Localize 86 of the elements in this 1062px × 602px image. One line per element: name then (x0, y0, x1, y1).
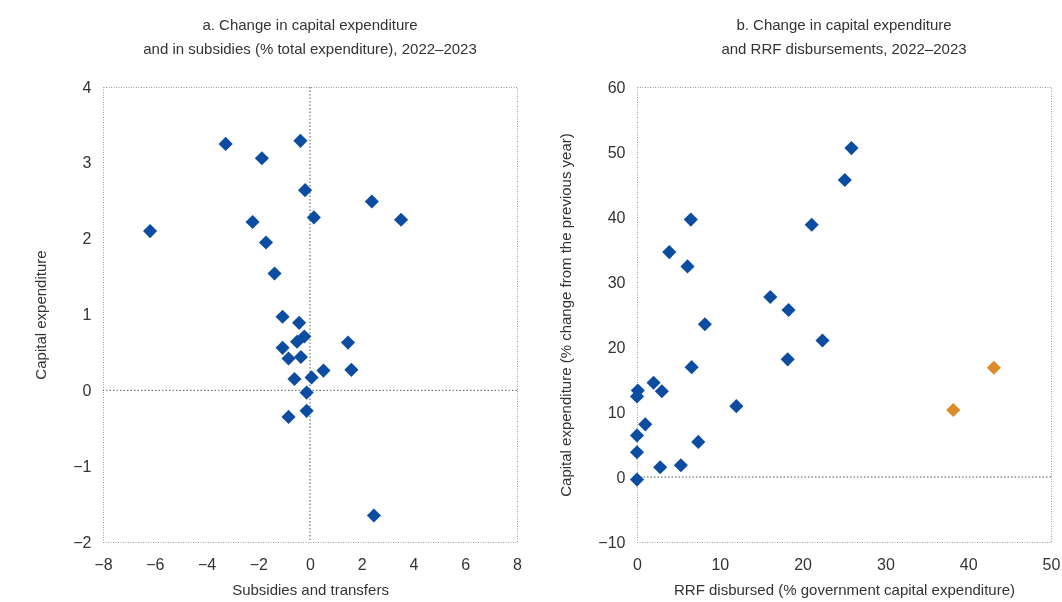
point (837, 172, 852, 188)
point (394, 212, 409, 227)
point (143, 224, 158, 239)
point (245, 214, 260, 230)
point (729, 399, 744, 414)
y-tick-label: 0 (616, 468, 626, 486)
point (684, 360, 699, 375)
point (366, 508, 381, 523)
x-tick-label: 30 (877, 555, 895, 573)
y-tick-label: 10 (607, 403, 626, 421)
point (292, 315, 307, 330)
point (697, 317, 712, 332)
point (287, 371, 302, 387)
y-tick-label: 20 (607, 338, 626, 356)
point (815, 333, 830, 348)
x-axis-title: Subsidies and transfers (232, 580, 389, 598)
y-tick-label: −2 (73, 533, 92, 551)
point (306, 210, 321, 225)
point (804, 217, 819, 232)
x-tick-label: 40 (959, 555, 978, 573)
point (683, 212, 698, 227)
x-tick-label: −2 (249, 555, 268, 573)
point (275, 340, 290, 355)
point (299, 385, 314, 400)
y-tick-label: 40 (607, 208, 626, 226)
x-tick-label: 10 (711, 555, 730, 573)
point (298, 183, 313, 198)
point (316, 363, 331, 378)
x-axis-title: RRF disbursed (% government capital expenditure) (674, 580, 1015, 598)
point (646, 375, 661, 390)
point (281, 409, 296, 424)
point (254, 151, 269, 166)
y-tick-label: 2 (82, 230, 92, 248)
x-tick-label: 6 (461, 555, 471, 573)
chart-title: b. Change in capital expenditure and RRF disbursements, 2022–2023 (721, 16, 967, 57)
y-axis-title: Capital expenditure (32, 250, 50, 380)
point (258, 235, 274, 250)
point (691, 434, 706, 449)
point (629, 445, 645, 460)
point (304, 370, 319, 385)
point (781, 302, 796, 318)
x-tick-label: 20 (794, 555, 813, 573)
y-tick-label: 0 (82, 381, 92, 399)
point (293, 349, 309, 365)
x-tick-label: 50 (1042, 555, 1061, 573)
point (780, 352, 795, 367)
point (629, 428, 645, 443)
x-tick-label: −4 (197, 555, 217, 573)
x-tick-label: 0 (306, 555, 316, 573)
point (986, 360, 1001, 375)
point (662, 245, 677, 260)
point (344, 362, 359, 377)
point (289, 334, 305, 349)
x-tick-label: −6 (146, 555, 165, 573)
y-tick-label: −1 (73, 457, 92, 475)
x-tick-label: 8 (513, 555, 523, 573)
y-tick-label: 50 (607, 143, 626, 161)
y-tick-label: 4 (82, 78, 92, 96)
y-tick-label: 3 (82, 154, 92, 172)
point (844, 141, 859, 156)
y-tick-label: 1 (82, 306, 92, 323)
point (638, 417, 653, 432)
x-tick-label: −8 (94, 555, 113, 573)
x-tick-label: 2 (357, 555, 367, 573)
y-tick-label: 60 (607, 78, 626, 96)
point (281, 351, 296, 366)
point (673, 458, 688, 473)
point (680, 259, 695, 274)
point (299, 403, 314, 418)
y-axis-title: Capital expenditure (% change from the previous year) (557, 133, 575, 497)
point (654, 384, 669, 399)
point (275, 309, 290, 324)
point (340, 335, 356, 350)
point (293, 133, 308, 148)
point (218, 136, 233, 151)
point (267, 266, 282, 281)
point (946, 402, 961, 418)
x-tick-label: 4 (409, 555, 419, 573)
y-tick-label: 30 (607, 273, 626, 291)
point (629, 472, 645, 487)
y-tick-label: −10 (598, 533, 626, 551)
x-tick-label: 0 (633, 555, 643, 573)
chart-title: a. Change in capital expenditure and in subsidies (% total expenditure), 2022–2023 (143, 16, 477, 57)
point (763, 289, 778, 305)
point (364, 194, 379, 209)
point (653, 460, 668, 475)
